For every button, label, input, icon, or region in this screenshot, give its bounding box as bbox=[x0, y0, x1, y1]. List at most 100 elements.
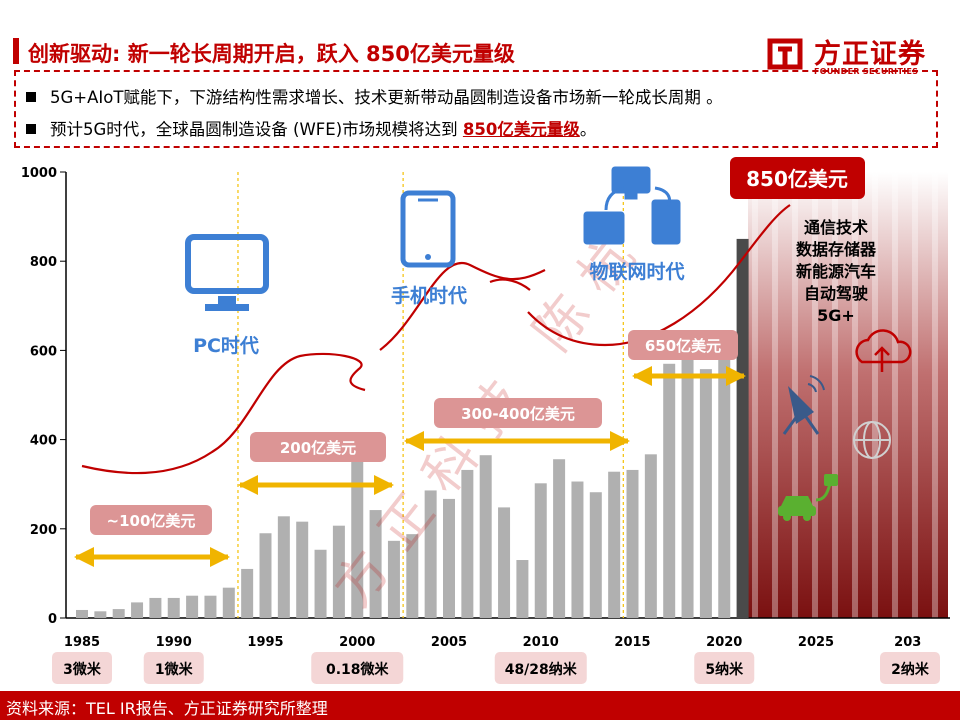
market-label-box bbox=[628, 330, 738, 360]
y-tick-label: 200 bbox=[30, 523, 57, 538]
logo-name: 方正证券 bbox=[814, 39, 926, 70]
bar-1987 bbox=[112, 609, 125, 618]
bar-2013 bbox=[589, 492, 602, 618]
bar-2012 bbox=[571, 481, 584, 618]
x-tick-label: 1985 bbox=[64, 635, 100, 650]
process-node-labels: 3微米 1微米 0.18微米 48/28纳米 5纳米 2纳米 bbox=[52, 652, 940, 684]
node-label-box bbox=[694, 652, 755, 684]
y-tick-label: 400 bbox=[30, 434, 57, 449]
market-label: 300-400亿美元 bbox=[461, 405, 575, 423]
bar-1998 bbox=[314, 549, 327, 618]
founder-logo-icon bbox=[767, 38, 803, 70]
market-label: 650亿美元 bbox=[645, 337, 721, 355]
market-label: ~100亿美元 bbox=[107, 512, 196, 530]
bar-1993 bbox=[222, 587, 235, 618]
y-tick-label: 0 bbox=[48, 612, 57, 627]
globe-icon bbox=[853, 421, 891, 459]
node-label: 0.18微米 bbox=[326, 661, 390, 678]
bullet-2-highlight: 850亿美元量级 bbox=[462, 120, 580, 139]
ev-charging-icon bbox=[778, 474, 838, 521]
page-title: 创新驱动: 新一轮长周期开启，跃入 850亿美元量级 bbox=[28, 42, 515, 66]
node-label-box bbox=[143, 652, 204, 684]
forecast-stripe bbox=[832, 172, 838, 618]
bar-1999 bbox=[332, 525, 345, 618]
bar-2020 bbox=[718, 350, 731, 618]
bar-2002 bbox=[387, 540, 400, 618]
bar-1989 bbox=[149, 597, 162, 618]
summary-box: 5G+AIoT赋能下，下游结构性需求增长、技术更新带动晶圆制造设备市场新一轮成长… bbox=[14, 70, 938, 148]
x-tick-label: 2025 bbox=[798, 635, 834, 650]
node-label: 1微米 bbox=[155, 661, 194, 678]
bar-1988 bbox=[131, 602, 144, 618]
y-axis: 0 200 400 600 800 1000 bbox=[21, 166, 66, 627]
market-chart: 0 200 400 600 800 1000 1985 1990 1995 2000 2005 20… bbox=[21, 157, 950, 684]
bullet-1-text: 5G+AIoT赋能下，下游结构性需求增长、技术更新带动晶圆制造设备市场新一轮成长… bbox=[50, 88, 723, 107]
x-tick-label: 2005 bbox=[431, 635, 467, 650]
era-label-iot: 物联网时代 bbox=[589, 260, 684, 283]
node-label: 5纳米 bbox=[705, 661, 744, 678]
bars bbox=[76, 238, 749, 618]
market-size-labels: ~100亿美元 200亿美元 300-400亿美元 650亿美元 bbox=[90, 330, 738, 535]
bullet-1: 5G+AIoT赋能下，下游结构性需求增长、技术更新带动晶圆制造设备市场新一轮成长… bbox=[26, 84, 723, 108]
satellite-dish-icon bbox=[782, 375, 825, 435]
forecast-area bbox=[748, 172, 948, 618]
bar-2017 bbox=[663, 363, 676, 618]
bar-2014 bbox=[608, 471, 621, 618]
forecast-stripe bbox=[852, 172, 858, 618]
era-label-pc: PC时代 bbox=[193, 335, 259, 357]
header: 创新驱动: 新一轮长周期开启，跃入 850亿美元量级 bbox=[0, 30, 960, 70]
forecast-stripe bbox=[912, 172, 918, 618]
wave-curve bbox=[81, 204, 791, 475]
bar-2021 bbox=[736, 238, 749, 618]
iot-network-icon bbox=[583, 166, 681, 245]
cloud-upload-icon bbox=[855, 329, 912, 372]
driver-item: 数据存储器 bbox=[796, 240, 877, 259]
x-tick-label: 2000 bbox=[339, 635, 375, 650]
x-tick-label: 1990 bbox=[156, 635, 192, 650]
title-accent-bar bbox=[13, 38, 19, 64]
bullet-2-end: 。 bbox=[579, 120, 597, 139]
forecast-stripe bbox=[812, 172, 818, 618]
forecast-stripe bbox=[872, 172, 878, 618]
x-tick-label: 1995 bbox=[247, 635, 283, 650]
driver-item: 通信技术 bbox=[804, 218, 868, 237]
bar-2004 bbox=[424, 490, 437, 618]
node-label-box bbox=[494, 652, 587, 684]
bar-2001 bbox=[369, 510, 382, 618]
node-label: 3微米 bbox=[63, 661, 102, 678]
bar-2000 bbox=[351, 458, 364, 618]
smartphone-icon bbox=[400, 190, 456, 268]
footer: 资料来源：TEL IR报告、方正证券研究所整理 bbox=[0, 691, 960, 720]
bullet-2-text: 预计5G时代，全球晶圆制造设备 (WFE)市场规模将达到 bbox=[50, 120, 463, 139]
bar-2005 bbox=[443, 498, 455, 618]
forecast-stripe bbox=[932, 172, 938, 618]
bullet-marker bbox=[26, 124, 36, 134]
source-note: 资料来源：TEL IR报告、方正证券研究所整理 bbox=[6, 699, 328, 718]
forecast-stripe bbox=[772, 172, 778, 618]
y-tick-label: 1000 bbox=[21, 166, 57, 181]
bar-1992 bbox=[204, 595, 217, 618]
bar-1990 bbox=[167, 597, 180, 618]
bar-1991 bbox=[186, 595, 199, 618]
node-label-box bbox=[52, 652, 112, 684]
bar-2011 bbox=[553, 459, 566, 618]
bar-2009 bbox=[516, 560, 529, 618]
bar-1997 bbox=[296, 521, 309, 618]
bar-2006 bbox=[461, 469, 474, 618]
driver-item: 5G+ bbox=[817, 306, 855, 325]
era-label-phone: 手机时代 bbox=[391, 284, 467, 307]
svg-text:850亿美元: 850亿美元 bbox=[746, 167, 848, 191]
bar-2008 bbox=[498, 507, 511, 618]
market-label-box bbox=[90, 505, 212, 535]
bar-1994 bbox=[241, 568, 254, 618]
node-label-box bbox=[311, 652, 404, 684]
bar-2018 bbox=[681, 339, 694, 618]
driver-item: 新能源汽车 bbox=[796, 262, 876, 281]
bar-2010 bbox=[534, 483, 547, 618]
x-tick-label: 203 bbox=[894, 635, 921, 650]
bar-1995 bbox=[259, 533, 272, 618]
bar-2015 bbox=[626, 469, 639, 618]
market-arrows bbox=[74, 366, 746, 567]
node-label-box bbox=[880, 652, 940, 684]
